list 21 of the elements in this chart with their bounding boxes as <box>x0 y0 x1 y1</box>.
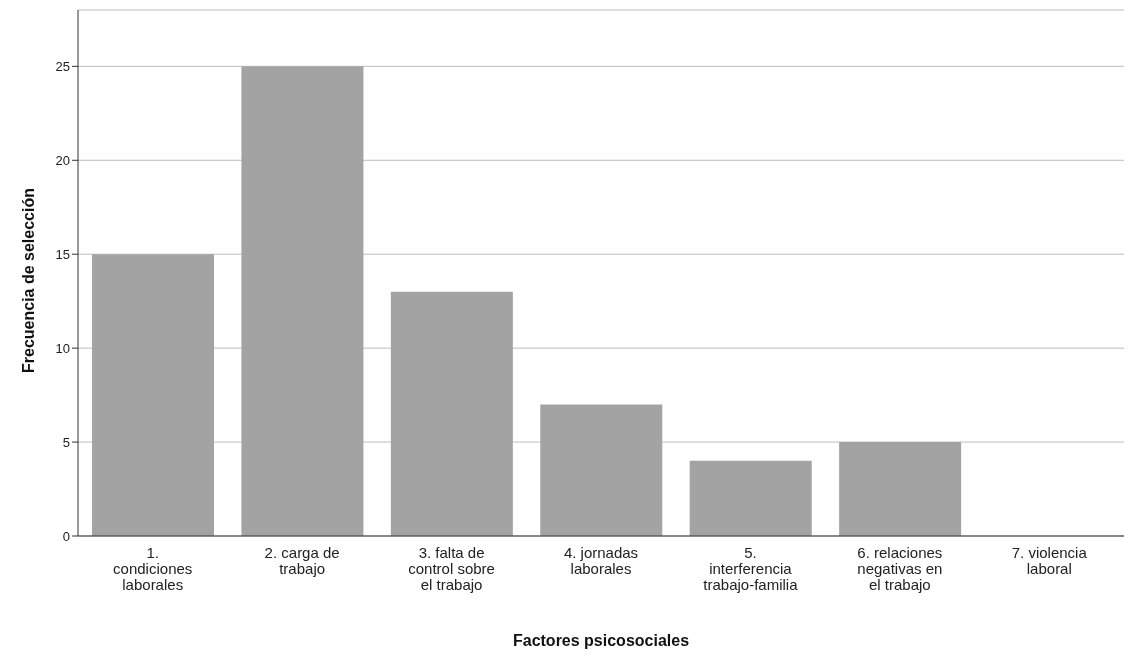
bar <box>540 404 663 536</box>
x-tick-label: 7. violencia laboral <box>1011 544 1088 577</box>
bar <box>839 442 962 536</box>
y-tick-label: 20 <box>55 152 70 168</box>
y-tick-label: 15 <box>55 246 70 262</box>
bar <box>92 254 214 536</box>
x-tick-label: 2. carga de trabajo <box>264 544 340 577</box>
x-tick-label: 5. interferencia trabajo-familia <box>703 544 799 593</box>
y-tick-label: 25 <box>55 58 70 74</box>
y-tick-label: 0 <box>62 528 70 544</box>
x-tick-label: 1. condiciones laborales <box>113 544 193 593</box>
bar <box>689 460 812 536</box>
y-axis-title: Frecuencia de selección <box>19 188 37 373</box>
x-axis-title: Factores psicosociales <box>512 632 690 649</box>
bar <box>241 66 364 536</box>
y-tick-label: 5 <box>62 434 70 450</box>
x-tick-label: 4. jornadas laborales <box>563 544 639 577</box>
y-tick-label: 10 <box>55 340 70 356</box>
bar <box>390 291 513 536</box>
x-tick-label: 6. relaciones negativas en el trabajo <box>857 544 943 593</box>
x-tick-label: 3. falta de control sobre el trabajo <box>408 544 495 593</box>
